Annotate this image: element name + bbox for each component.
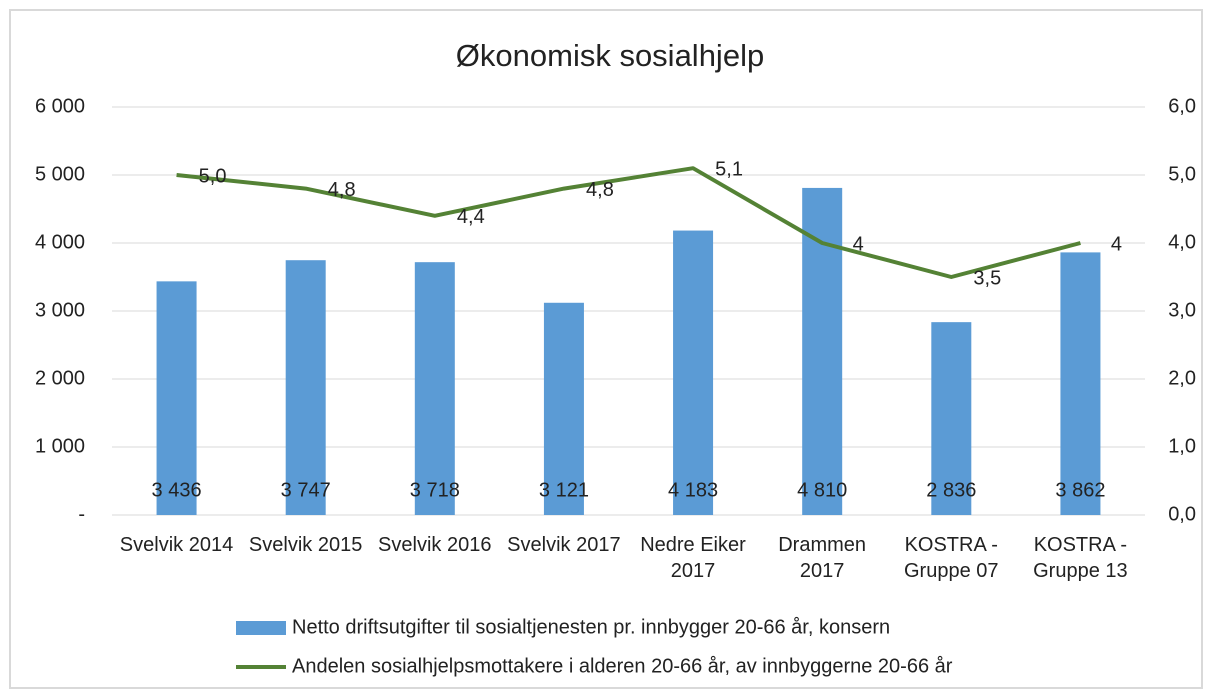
data-label: 2 836 <box>926 479 976 501</box>
y-tick-label: - <box>78 503 85 525</box>
x-tick-label: Drammen 2017 <box>778 534 867 582</box>
x-tick-label: Nedre Eiker 2017 <box>640 534 746 582</box>
y-tick-label: 6 000 <box>35 95 85 117</box>
bar <box>543 302 584 515</box>
data-label: 4,8 <box>328 179 356 201</box>
y2-tick-label: 2,0 <box>1168 367 1196 389</box>
data-label: 4 <box>1111 233 1122 255</box>
x-tick-label: KOSTRA - Gruppe 07 <box>903 534 999 582</box>
line <box>176 166 1081 279</box>
bar <box>156 281 197 515</box>
data-label: 5,0 <box>199 165 227 187</box>
bar <box>931 322 972 515</box>
y2-tick-label: 4,0 <box>1168 231 1196 253</box>
y-tick-label: 3 000 <box>35 299 85 321</box>
data-label: 4 810 <box>797 479 847 501</box>
y2-tick-label: 6,0 <box>1168 95 1196 117</box>
y2-tick-label: 3,0 <box>1168 299 1196 321</box>
legend-label: Netto driftsutgifter til sosialtjenesten… <box>292 616 890 638</box>
x-tick-label: Svelvik 2016 <box>378 534 492 556</box>
y2-tick-label: 5,0 <box>1168 163 1196 185</box>
data-label: 4 <box>853 233 864 255</box>
chart-frame <box>9 9 1203 689</box>
y-tick-label: 4 000 <box>35 231 85 253</box>
data-label: 4 183 <box>668 479 718 501</box>
x-tick-label: KOSTRA - Gruppe 13 <box>1033 534 1128 582</box>
bar <box>414 262 455 515</box>
bar <box>673 230 714 515</box>
data-label: 3 121 <box>539 479 589 501</box>
x-tick-label: Svelvik 2017 <box>507 534 621 556</box>
data-label: 4,4 <box>457 206 485 228</box>
data-label: 3 747 <box>281 479 331 501</box>
legend-label: Andelen sosialhjelpsmottakere i alderen … <box>292 655 953 677</box>
x-tick-label: Svelvik 2015 <box>248 534 363 556</box>
data-label: 4,8 <box>586 179 614 201</box>
data-label: 3 862 <box>1055 479 1105 501</box>
y2-tick-label: 1,0 <box>1168 435 1196 457</box>
legend-swatch <box>236 621 286 635</box>
y-tick-label: 2 000 <box>35 367 85 389</box>
x-tick-label: Svelvik 2014 <box>119 534 234 556</box>
y-tick-label: 5 000 <box>35 163 85 185</box>
bar <box>1060 252 1101 515</box>
y2-tick-label: 0,0 <box>1168 503 1196 525</box>
data-label: 3,5 <box>973 267 1001 289</box>
y-tick-label: 1 000 <box>35 435 85 457</box>
bar <box>285 260 326 515</box>
chart-title: Økonomisk sosialhjelp <box>456 38 764 73</box>
data-label: 3 718 <box>410 479 460 501</box>
data-label: 5,1 <box>715 158 743 180</box>
data-label: 3 436 <box>152 479 202 501</box>
